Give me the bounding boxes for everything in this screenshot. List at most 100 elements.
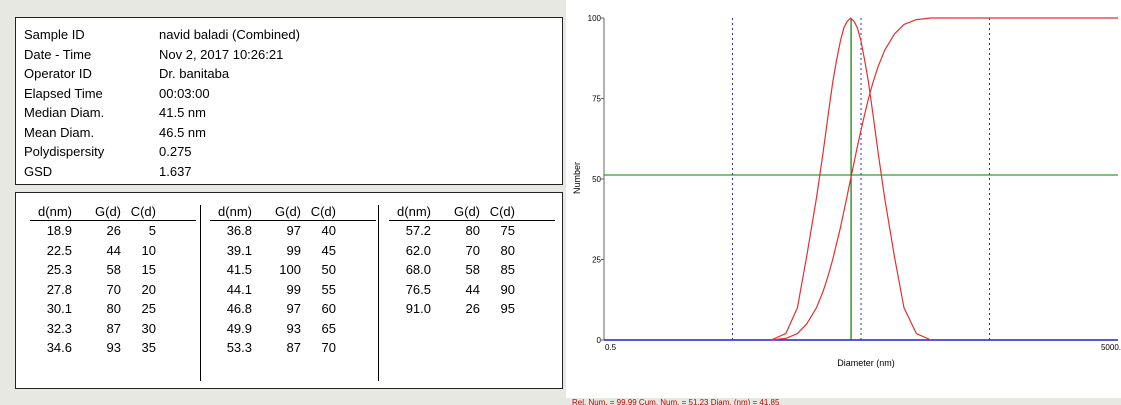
sample-info-panel: Sample ID navid baladi (Combined) Date - T… <box>15 17 563 185</box>
table-cell: 55 <box>321 281 336 297</box>
info-value: 00:03:00 <box>159 85 210 101</box>
table-cell: 87 <box>286 340 301 355</box>
table-cell: 44 <box>106 242 121 258</box>
table-cell: 99 <box>286 281 301 297</box>
table-cell: 25 <box>141 301 156 316</box>
info-label: Operator ID <box>24 66 92 81</box>
table-cell: 53.3 <box>226 340 252 355</box>
y-tick-label: 100 <box>588 14 602 23</box>
info-label: GSD <box>24 163 53 179</box>
table-cell: 70 <box>465 242 480 258</box>
table-cell: 99 <box>286 242 301 258</box>
y-tick-label: 50 <box>592 175 601 184</box>
table-cell: 26 <box>106 223 121 238</box>
table-header: d(nm) <box>38 204 72 219</box>
table-cell: 80 <box>465 223 480 238</box>
table-cell: 39.1 <box>226 242 252 258</box>
table-cell: 68.0 <box>405 262 431 277</box>
table-group-separator <box>378 205 379 381</box>
info-label: Elapsed Time <box>24 85 103 101</box>
series-group <box>770 17 1118 341</box>
info-label: Polydispersity <box>24 144 105 159</box>
table-cell: 65 <box>321 320 336 336</box>
info-value: 1.637 <box>159 163 192 179</box>
info-value: navid baladi (Combined) <box>159 27 300 42</box>
table-cell: 100 <box>279 262 301 277</box>
info-label: Median Diam. <box>24 105 105 120</box>
table-cell: 45 <box>321 242 336 258</box>
table-cell: 32.3 <box>46 320 72 336</box>
table-cell: 44.1 <box>226 281 252 297</box>
table-cell: 80 <box>106 301 121 316</box>
table-cell: 91.0 <box>405 301 431 316</box>
table-cell: 60 <box>321 301 336 316</box>
table-header: G(d) <box>454 204 480 219</box>
table-cell: 70 <box>106 281 121 297</box>
table-cell: 95 <box>500 301 515 316</box>
y-tick-label: 0 <box>597 336 602 345</box>
table-cell: 62.0 <box>405 242 431 258</box>
table-cell: 93 <box>106 340 121 355</box>
info-value: Nov 2, 2017 10:26:21 <box>159 46 284 62</box>
table-cell: 75 <box>500 223 515 238</box>
x-tick-label: 5000. <box>1101 343 1121 352</box>
table-cell: 40 <box>321 223 336 238</box>
table-header: C(d) <box>489 204 515 219</box>
cursor-readout: Rel. Num. = 99.99 Cum. Num. = 51.23 Diam… <box>572 398 780 405</box>
table-cell: 57.2 <box>405 223 431 238</box>
y-tick-label: 25 <box>592 256 601 265</box>
info-label: Sample ID <box>24 27 85 42</box>
table-header: C(d) <box>130 204 156 219</box>
table-header: C(d) <box>310 204 336 219</box>
table-cell: 49.9 <box>226 320 252 336</box>
cumulative-curve <box>771 17 1118 341</box>
table-cell: 5 <box>148 223 156 238</box>
info-value: 0.275 <box>159 144 192 159</box>
table-cell: 85 <box>500 262 515 277</box>
info-value: 46.5 nm <box>159 124 206 140</box>
table-cell: 41.5 <box>226 262 252 277</box>
table-cell: 97 <box>286 301 301 316</box>
table-cell: 30.1 <box>46 301 72 316</box>
x-tick-label: 0.5 <box>605 343 617 352</box>
status-strip <box>566 398 1121 405</box>
table-cell: 97 <box>286 223 301 238</box>
table-cell: 50 <box>321 262 336 277</box>
distribution-table: d(nm) G(d) C(d) 18.9 26 5 22.5 44 10 25.3 58 15 27.8… <box>15 192 563 389</box>
table-cell: 18.9 <box>46 223 72 238</box>
table-cell: 70 <box>321 340 336 355</box>
table-cell: 26 <box>465 301 480 316</box>
table-cell: 20 <box>141 281 156 297</box>
table-cell: 10 <box>141 242 156 258</box>
table-cell: 80 <box>500 242 515 258</box>
size-distribution-chart[interactable]: 0 25 50 75 100 0.5 5000. Diameter (nm) Number <box>566 0 1121 405</box>
table-cell: 34.6 <box>46 340 72 355</box>
table-cell: 58 <box>106 262 121 277</box>
info-value: Dr. banitaba <box>159 66 230 81</box>
table-header: G(d) <box>275 204 301 219</box>
table-cell: 27.8 <box>46 281 72 297</box>
table-cell: 44 <box>465 281 480 297</box>
table-cell: 22.5 <box>46 242 72 258</box>
table-group-separator <box>200 205 201 381</box>
table-cell: 46.8 <box>226 301 252 316</box>
table-header-underline <box>389 220 555 221</box>
y-axis-label: Number <box>572 162 582 194</box>
info-label: Mean Diam. <box>24 124 95 140</box>
info-value: 41.5 nm <box>159 105 206 120</box>
table-cell: 30 <box>141 320 156 336</box>
table-header: G(d) <box>95 204 121 219</box>
table-header: d(nm) <box>397 204 431 219</box>
table-cell: 90 <box>500 281 515 297</box>
table-cell: 76.5 <box>405 281 431 297</box>
y-tick-label: 75 <box>592 95 601 104</box>
table-cell: 58 <box>465 262 480 277</box>
table-cell: 35 <box>141 340 156 355</box>
x-axis-label: Diameter (nm) <box>837 358 895 368</box>
axis-ticks: 0 25 50 75 100 0.5 5000. <box>588 14 1121 352</box>
table-cell: 25.3 <box>46 262 72 277</box>
chart-background <box>566 0 1121 405</box>
table-cell: 93 <box>286 320 301 336</box>
table-cell: 15 <box>141 262 156 277</box>
table-cell: 36.8 <box>226 223 252 238</box>
